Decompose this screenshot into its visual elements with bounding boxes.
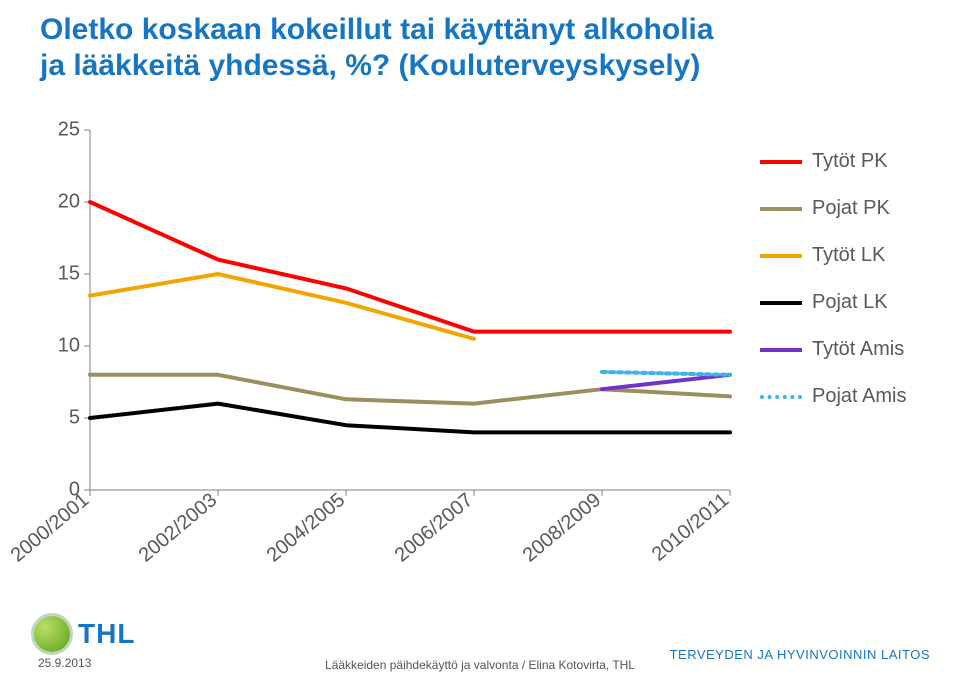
legend-label: Tytöt PK <box>812 150 888 173</box>
title-line-2: ja lääkkeitä yhdessä, %? (Kouluterveysky… <box>40 48 714 84</box>
x-tick-label: 2002/2003 <box>135 489 222 567</box>
chart-series <box>90 404 730 433</box>
legend-swatch <box>760 254 802 258</box>
y-tick-label: 10 <box>58 334 80 356</box>
x-tick-label: 2010/2011 <box>648 489 733 566</box>
x-tick-label: 2000/2001 <box>7 489 94 567</box>
legend-swatch <box>760 160 802 164</box>
chart-series <box>90 274 474 339</box>
legend-item: Tytöt Amis <box>760 338 950 361</box>
legend-swatch <box>760 395 802 399</box>
chart-series <box>602 375 730 389</box>
y-tick-label: 5 <box>69 406 80 428</box>
legend-label: Pojat LK <box>812 291 888 314</box>
legend-label: Tytöt LK <box>812 244 885 267</box>
chart-series <box>90 202 730 332</box>
legend-swatch <box>760 348 802 352</box>
legend-swatch <box>760 301 802 305</box>
legend-item: Tytöt PK <box>760 150 950 173</box>
legend-item: Pojat Amis <box>760 385 950 408</box>
legend-label: Pojat PK <box>812 197 890 220</box>
y-tick-label: 20 <box>58 190 80 212</box>
legend-swatch <box>760 207 802 211</box>
chart-legend: Tytöt PK Pojat PK Tytöt LK Pojat LK Tytöt Am… <box>760 150 950 432</box>
legend-label: Tytöt Amis <box>812 338 904 361</box>
chart-series <box>90 375 730 404</box>
line-chart: 05101520252000/20012002/20032004/2005200… <box>40 120 740 580</box>
thl-logo-icon <box>34 616 70 652</box>
x-tick-label: 2004/2005 <box>263 489 350 567</box>
legend-item: Tytöt LK <box>760 244 950 267</box>
thl-logo-text: THL <box>78 618 135 650</box>
footer-caption: Lääkkeiden päihdekäyttö ja valvonta / El… <box>0 658 960 672</box>
legend-item: Pojat LK <box>760 291 950 314</box>
y-tick-label: 25 <box>58 118 80 140</box>
x-tick-label: 2008/2009 <box>519 489 606 567</box>
chart-series <box>602 372 730 375</box>
slide-title: Oletko koskaan kokeillut tai käyttänyt a… <box>40 12 714 84</box>
thl-logo: THL <box>34 616 135 652</box>
legend-item: Pojat PK <box>760 197 950 220</box>
x-tick-label: 2006/2007 <box>391 489 478 567</box>
legend-label: Pojat Amis <box>812 385 906 408</box>
y-tick-label: 15 <box>58 262 80 284</box>
title-line-1: Oletko koskaan kokeillut tai käyttänyt a… <box>40 12 714 48</box>
